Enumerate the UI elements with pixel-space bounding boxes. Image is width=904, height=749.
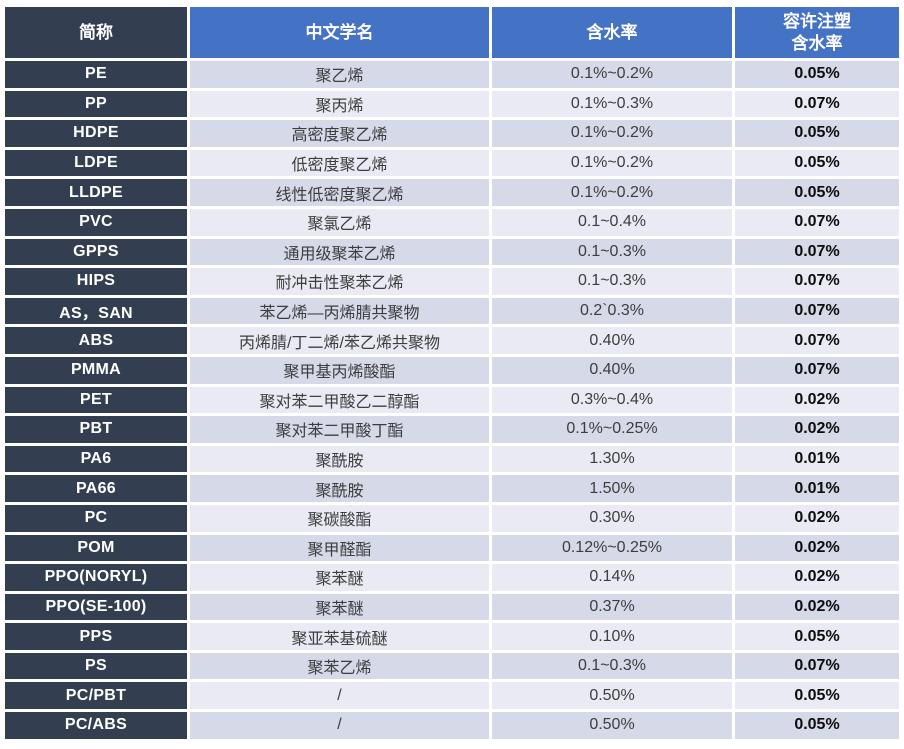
cell-moisture-content: 0.50% — [492, 712, 732, 739]
moisture-table: 简称 中文学名 含水率 容许注塑 含水率 PE 聚乙烯 0.1%~0.2% 0.05%… — [5, 7, 899, 739]
cell-allowed-moisture: 0.02% — [735, 504, 899, 532]
cell-chinese-name: 苯乙烯—丙烯腈共聚物 — [190, 297, 489, 325]
header-chinese-name: 中文学名 — [190, 7, 489, 58]
cell-allowed-moisture: 0.02% — [735, 386, 899, 414]
cell-allowed-moisture: 0.07% — [735, 208, 899, 236]
cell-chinese-name: 耐冲击性聚苯乙烯 — [190, 268, 489, 295]
cell-moisture-content: 0.12%~0.25% — [492, 534, 732, 562]
cell-allowed-moisture: 0.07% — [735, 268, 899, 295]
cell-abbreviation: PPS — [5, 623, 187, 650]
cell-chinese-name: 聚酰胺 — [190, 445, 489, 473]
cell-chinese-name: 聚亚苯基硫醚 — [190, 623, 489, 650]
cell-allowed-moisture: 0.05% — [735, 712, 899, 739]
cell-abbreviation: GPPS — [5, 238, 187, 266]
header-moisture-content: 含水率 — [492, 7, 732, 58]
cell-moisture-content: 1.50% — [492, 475, 732, 502]
cell-abbreviation: PPO(SE-100) — [5, 593, 187, 621]
moisture-table-grid: 简称 中文学名 含水率 容许注塑 含水率 PE 聚乙烯 0.1%~0.2% 0.05%… — [5, 7, 899, 739]
cell-abbreviation: PBT — [5, 416, 187, 443]
cell-abbreviation: LDPE — [5, 149, 187, 177]
cell-moisture-content: 0.1%~0.3% — [492, 90, 732, 118]
cell-abbreviation: PA66 — [5, 475, 187, 502]
cell-allowed-moisture: 0.07% — [735, 327, 899, 354]
cell-allowed-moisture: 0.01% — [735, 445, 899, 473]
cell-moisture-content: 0.1%~0.2% — [492, 61, 732, 88]
cell-allowed-moisture: 0.05% — [735, 179, 899, 206]
cell-moisture-content: 0.1%~0.2% — [492, 179, 732, 206]
cell-chinese-name: 聚丙烯 — [190, 90, 489, 118]
cell-moisture-content: 0.1~0.3% — [492, 238, 732, 266]
cell-moisture-content: 0.1%~0.25% — [492, 416, 732, 443]
cell-allowed-moisture: 0.02% — [735, 593, 899, 621]
cell-allowed-moisture: 0.02% — [735, 416, 899, 443]
cell-allowed-moisture: 0.07% — [735, 238, 899, 266]
cell-chinese-name: / — [190, 712, 489, 739]
cell-moisture-content: 0.3%~0.4% — [492, 386, 732, 414]
cell-abbreviation: POM — [5, 534, 187, 562]
cell-abbreviation: AS，SAN — [5, 297, 187, 325]
cell-chinese-name: 聚苯乙烯 — [190, 652, 489, 680]
cell-chinese-name: 聚氯乙烯 — [190, 208, 489, 236]
cell-allowed-moisture: 0.02% — [735, 534, 899, 562]
cell-chinese-name: 通用级聚苯乙烯 — [190, 238, 489, 266]
cell-allowed-moisture: 0.01% — [735, 475, 899, 502]
cell-abbreviation: PC — [5, 504, 187, 532]
cell-moisture-content: 0.14% — [492, 564, 732, 591]
cell-abbreviation: HIPS — [5, 268, 187, 295]
cell-abbreviation: ABS — [5, 327, 187, 354]
cell-allowed-moisture: 0.07% — [735, 90, 899, 118]
cell-abbreviation: PE — [5, 61, 187, 88]
cell-moisture-content: 0.2`0.3% — [492, 297, 732, 325]
cell-abbreviation: PP — [5, 90, 187, 118]
cell-moisture-content: 0.1~0.3% — [492, 652, 732, 680]
cell-abbreviation: HDPE — [5, 120, 187, 147]
cell-chinese-name: 聚甲醛酯 — [190, 534, 489, 562]
cell-abbreviation: PVC — [5, 208, 187, 236]
cell-abbreviation: PC/PBT — [5, 682, 187, 710]
cell-chinese-name: 聚乙烯 — [190, 61, 489, 88]
cell-moisture-content: 0.40% — [492, 356, 732, 384]
cell-chinese-name: 高密度聚乙烯 — [190, 120, 489, 147]
cell-moisture-content: 0.37% — [492, 593, 732, 621]
cell-moisture-content: 1.30% — [492, 445, 732, 473]
cell-abbreviation: PMMA — [5, 356, 187, 384]
cell-chinese-name: 聚苯醚 — [190, 564, 489, 591]
cell-allowed-moisture: 0.05% — [735, 682, 899, 710]
cell-moisture-content: 0.40% — [492, 327, 732, 354]
cell-allowed-moisture: 0.05% — [735, 120, 899, 147]
cell-chinese-name: 低密度聚乙烯 — [190, 149, 489, 177]
cell-chinese-name: 聚苯醚 — [190, 593, 489, 621]
cell-moisture-content: 0.50% — [492, 682, 732, 710]
cell-abbreviation: PPO(NORYL) — [5, 564, 187, 591]
cell-allowed-moisture: 0.02% — [735, 564, 899, 591]
cell-moisture-content: 0.1~0.4% — [492, 208, 732, 236]
cell-allowed-moisture: 0.05% — [735, 149, 899, 177]
cell-allowed-moisture: 0.07% — [735, 297, 899, 325]
cell-abbreviation: PC/ABS — [5, 712, 187, 739]
cell-chinese-name: 聚碳酸酯 — [190, 504, 489, 532]
cell-moisture-content: 0.1%~0.2% — [492, 120, 732, 147]
cell-chinese-name: 聚对苯二甲酸丁酯 — [190, 416, 489, 443]
cell-allowed-moisture: 0.05% — [735, 61, 899, 88]
cell-allowed-moisture: 0.07% — [735, 356, 899, 384]
cell-abbreviation: PS — [5, 652, 187, 680]
cell-abbreviation: PET — [5, 386, 187, 414]
header-abbreviation: 简称 — [5, 7, 187, 58]
cell-moisture-content: 0.1%~0.2% — [492, 149, 732, 177]
header-allowed-molding-moisture: 容许注塑 含水率 — [735, 7, 899, 58]
cell-chinese-name: 聚酰胺 — [190, 475, 489, 502]
cell-abbreviation: PA6 — [5, 445, 187, 473]
cell-moisture-content: 0.10% — [492, 623, 732, 650]
cell-chinese-name: / — [190, 682, 489, 710]
cell-chinese-name: 聚甲基丙烯酸酯 — [190, 356, 489, 384]
cell-chinese-name: 丙烯腈/丁二烯/苯乙烯共聚物 — [190, 327, 489, 354]
cell-chinese-name: 聚对苯二甲酸乙二醇酯 — [190, 386, 489, 414]
cell-chinese-name: 线性低密度聚乙烯 — [190, 179, 489, 206]
cell-allowed-moisture: 0.07% — [735, 652, 899, 680]
cell-moisture-content: 0.1~0.3% — [492, 268, 732, 295]
cell-allowed-moisture: 0.05% — [735, 623, 899, 650]
cell-moisture-content: 0.30% — [492, 504, 732, 532]
cell-abbreviation: LLDPE — [5, 179, 187, 206]
